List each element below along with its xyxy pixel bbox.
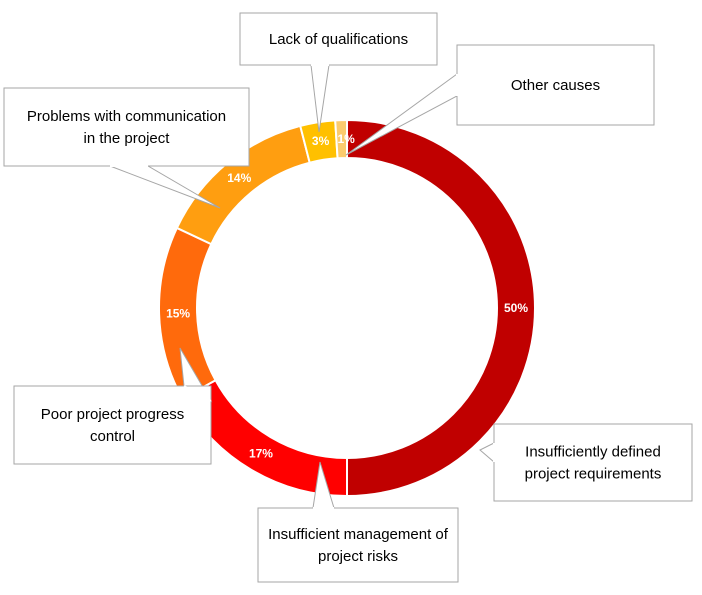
callout-progress: Poor project progress control [13,347,213,465]
data-label-qualifications: 3% [312,134,330,148]
callout-seam [183,385,212,402]
callout-box [493,423,693,502]
legend-label-communication: in the project [84,130,171,147]
slice-other [334,118,348,160]
legend-label-progress: control [90,428,135,445]
callout-qualifications: Lack of qualifications [239,12,438,133]
legend-label-progress: Poor project progress [41,406,184,423]
callout-box [13,385,212,465]
data-label-requirements: 50% [504,301,528,315]
callout-requirements: Insufficiently defined project requiremen… [479,423,693,502]
callout-box [3,87,250,167]
data-label-risks: 17% [249,446,273,460]
legend-label-qualifications: Lack of qualifications [269,31,408,48]
data-label-communication: 14% [227,171,251,185]
legend-label-requirements: Insufficiently defined [525,444,661,461]
callout-other: Other causes [345,44,655,156]
data-label-other: 1% [337,132,355,146]
callouts-layer: Insufficiently defined project requiremen… [3,12,693,583]
callout-box [456,44,655,126]
callout-pointer [479,442,495,464]
callout-risks: Insufficient management of project risks [257,461,459,583]
legend-label-risks: project risks [318,548,398,565]
legend-label-risks: Insufficient management of [268,526,449,543]
legend-label-other: Other causes [511,77,600,94]
data-label-progress: 15% [166,306,190,320]
slice-requirements [346,118,536,498]
callout-communication: Problems with communication in the projec… [3,87,250,209]
callout-box [257,507,459,583]
slices-layer: 50% 17% 15% 14% 3% 1% [158,118,536,498]
legend-label-communication: Problems with communication [27,108,226,125]
callout-box [239,12,438,66]
legend-label-requirements: project requirements [525,466,662,483]
